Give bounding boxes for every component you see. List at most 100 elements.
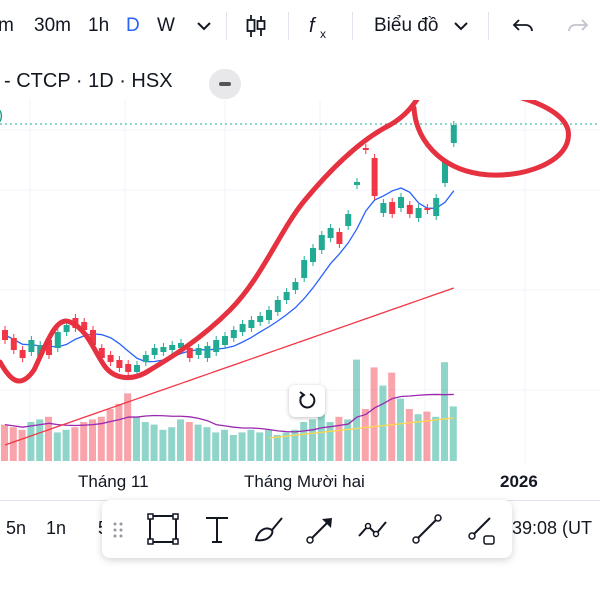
volume-bar xyxy=(282,432,290,461)
candle-body xyxy=(195,348,202,355)
volume-bar xyxy=(159,429,167,461)
volume-bar xyxy=(300,422,308,461)
ma-slow-line xyxy=(4,287,455,446)
volume-bar xyxy=(89,419,96,461)
range-1-year[interactable]: 1n xyxy=(46,518,67,538)
collapse-legend-button[interactable] xyxy=(209,69,241,99)
candle-body xyxy=(46,340,52,355)
rectangle-icon[interactable] xyxy=(146,512,180,546)
toolbar-divider xyxy=(352,12,353,40)
range-5-years[interactable]: 5n xyxy=(6,518,27,538)
candle-body xyxy=(239,324,246,332)
chevron-down-icon[interactable] xyxy=(447,12,475,40)
volume-bar xyxy=(335,416,343,461)
candles-icon[interactable] xyxy=(242,12,270,40)
indicators-icon[interactable]: f x xyxy=(306,12,334,40)
path-icon[interactable] xyxy=(356,512,390,546)
volume-bar xyxy=(27,422,35,461)
volume-bar xyxy=(388,372,396,461)
volume-bar xyxy=(203,427,211,461)
volume-bar xyxy=(185,422,193,461)
candle-body xyxy=(169,345,176,350)
volume-bar xyxy=(423,411,431,461)
volume-bar xyxy=(177,419,184,461)
volume-bar xyxy=(9,427,17,461)
time-label-november: Tháng 11 xyxy=(78,472,149,491)
interval-30m[interactable]: 30m xyxy=(34,15,71,36)
svg-text:x: x xyxy=(320,27,326,40)
text-icon[interactable] xyxy=(200,512,234,546)
candle-body xyxy=(37,345,44,356)
trend-line-icon[interactable] xyxy=(410,512,444,546)
drag-handle-icon[interactable] xyxy=(110,512,126,546)
candle-body xyxy=(107,355,114,362)
candle-body xyxy=(318,235,325,250)
ray-icon[interactable] xyxy=(464,512,498,546)
candle-body xyxy=(274,300,281,312)
volume-bar xyxy=(265,429,272,461)
volume-bar xyxy=(194,424,202,461)
volume-bar xyxy=(449,406,457,461)
volume-bar xyxy=(229,435,237,461)
interval-daily[interactable]: D xyxy=(126,15,140,36)
volume-ma-line xyxy=(4,393,454,433)
redo-icon[interactable] xyxy=(564,12,592,40)
interval-minutes[interactable]: m xyxy=(0,15,14,36)
candle-body xyxy=(90,330,96,345)
top-toolbar: m 30m 1h D W f x Biểu đồ xyxy=(0,0,600,52)
volume-bar xyxy=(309,419,316,461)
symbol-title[interactable]: - CTCP · 1D · HSX xyxy=(4,70,173,92)
volume-bar xyxy=(317,414,325,461)
candle-body xyxy=(301,260,308,278)
candle-body xyxy=(186,348,193,358)
candle-body xyxy=(134,365,140,372)
brush-icon[interactable] xyxy=(252,512,286,546)
chevron-down-icon[interactable] xyxy=(190,12,218,40)
candle-body xyxy=(415,208,422,218)
svg-text:f: f xyxy=(309,15,317,37)
chart-type-label[interactable]: Biểu đồ xyxy=(374,15,439,36)
candle-body xyxy=(230,330,237,338)
volume-bar xyxy=(212,432,220,461)
volume-bar xyxy=(397,398,404,461)
interval-weekly[interactable]: W xyxy=(157,15,175,36)
candle-body xyxy=(28,340,35,352)
arrow-icon[interactable] xyxy=(304,512,338,546)
toolbar-divider xyxy=(226,12,227,40)
volume-bar xyxy=(133,416,140,461)
candle-body xyxy=(10,338,17,350)
candle-body xyxy=(142,355,149,362)
candle-body xyxy=(19,350,26,358)
volume-bar xyxy=(405,409,413,461)
volume-bar xyxy=(36,419,44,461)
volume-bar xyxy=(441,362,448,461)
candle-body xyxy=(283,292,290,300)
price-tag: ) xyxy=(0,107,3,124)
volume-bar xyxy=(53,432,61,461)
volume-bar xyxy=(221,429,228,461)
volume-bar xyxy=(238,432,246,461)
price-chart[interactable] xyxy=(0,100,600,465)
candle-body xyxy=(81,322,88,330)
volume-bar xyxy=(273,435,281,461)
candle-body xyxy=(354,182,360,185)
time-label-december: Tháng Mười hai xyxy=(244,472,365,491)
volume-bar xyxy=(379,385,387,461)
volume-ma-line-2 xyxy=(268,417,454,439)
volume-bar xyxy=(353,359,360,461)
volume-bar xyxy=(344,419,352,461)
interval-1h[interactable]: 1h xyxy=(88,15,110,36)
reset-chart-button[interactable] xyxy=(289,385,325,417)
candle-body xyxy=(362,148,369,150)
volume-bar xyxy=(247,429,255,461)
candle-body xyxy=(151,348,158,355)
candle-body xyxy=(160,347,167,352)
volume-bar xyxy=(1,424,8,461)
candle-body xyxy=(222,336,228,345)
candle-body xyxy=(266,310,272,320)
undo-icon[interactable] xyxy=(509,12,537,40)
hand-drawn-circle-annotation xyxy=(411,100,571,178)
volume-bar xyxy=(71,427,79,461)
volume-bar xyxy=(97,416,105,461)
reset-icon xyxy=(299,391,316,409)
